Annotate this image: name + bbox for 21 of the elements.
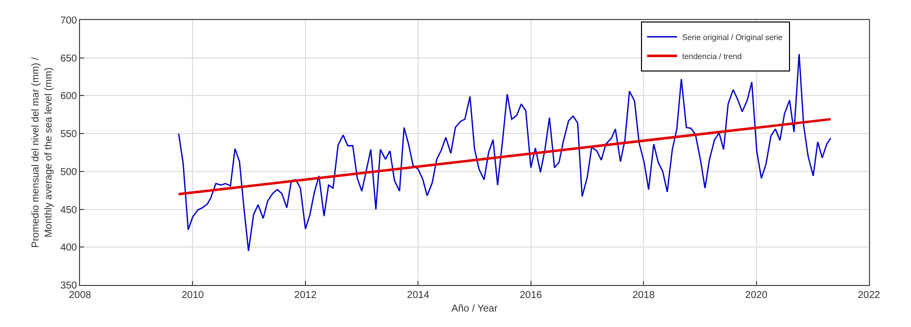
x-tick-label: 2010 bbox=[182, 290, 204, 301]
x-tick-label: 2014 bbox=[407, 290, 430, 301]
y-tick-label: 650 bbox=[60, 53, 78, 64]
y-tick-label: 600 bbox=[60, 91, 78, 102]
y-tick-label: 700 bbox=[60, 16, 78, 26]
legend-label: Serie original / Original serie bbox=[682, 32, 784, 42]
legend-label: tendencia / trend bbox=[682, 52, 742, 61]
y-tick-label: 550 bbox=[60, 129, 78, 140]
y-tick-label: 400 bbox=[60, 242, 78, 254]
x-tick-label: 2016 bbox=[520, 290, 542, 301]
y-tick-label: 500 bbox=[60, 166, 78, 178]
x-tick-label: 2018 bbox=[632, 290, 656, 301]
y-axis-title: Promedio mensual del nivel del mar (mm) / Monthly average of the sea level (mm) bbox=[30, 56, 54, 248]
x-tick-label: 2008 bbox=[68, 290, 92, 301]
y-tick-label: 450 bbox=[60, 204, 78, 216]
x-tick-label: 2012 bbox=[294, 290, 317, 301]
x-tick-label: 2020 bbox=[745, 290, 768, 301]
x-tick-label: 2022 bbox=[858, 290, 881, 301]
x-axis-title: Año / Year bbox=[451, 304, 498, 314]
y-tick-label: 350 bbox=[60, 280, 78, 292]
line-series bbox=[178, 53, 832, 252]
